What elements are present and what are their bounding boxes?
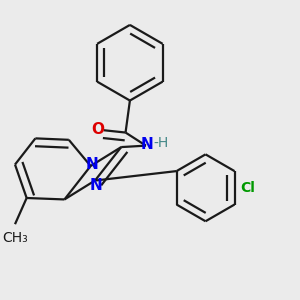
Text: N: N [140, 137, 153, 152]
Text: -H: -H [153, 136, 169, 150]
Text: CH₃: CH₃ [2, 231, 28, 245]
Text: O: O [91, 122, 104, 137]
Text: N: N [85, 157, 98, 172]
Text: Cl: Cl [240, 181, 255, 195]
Text: N: N [89, 178, 102, 193]
